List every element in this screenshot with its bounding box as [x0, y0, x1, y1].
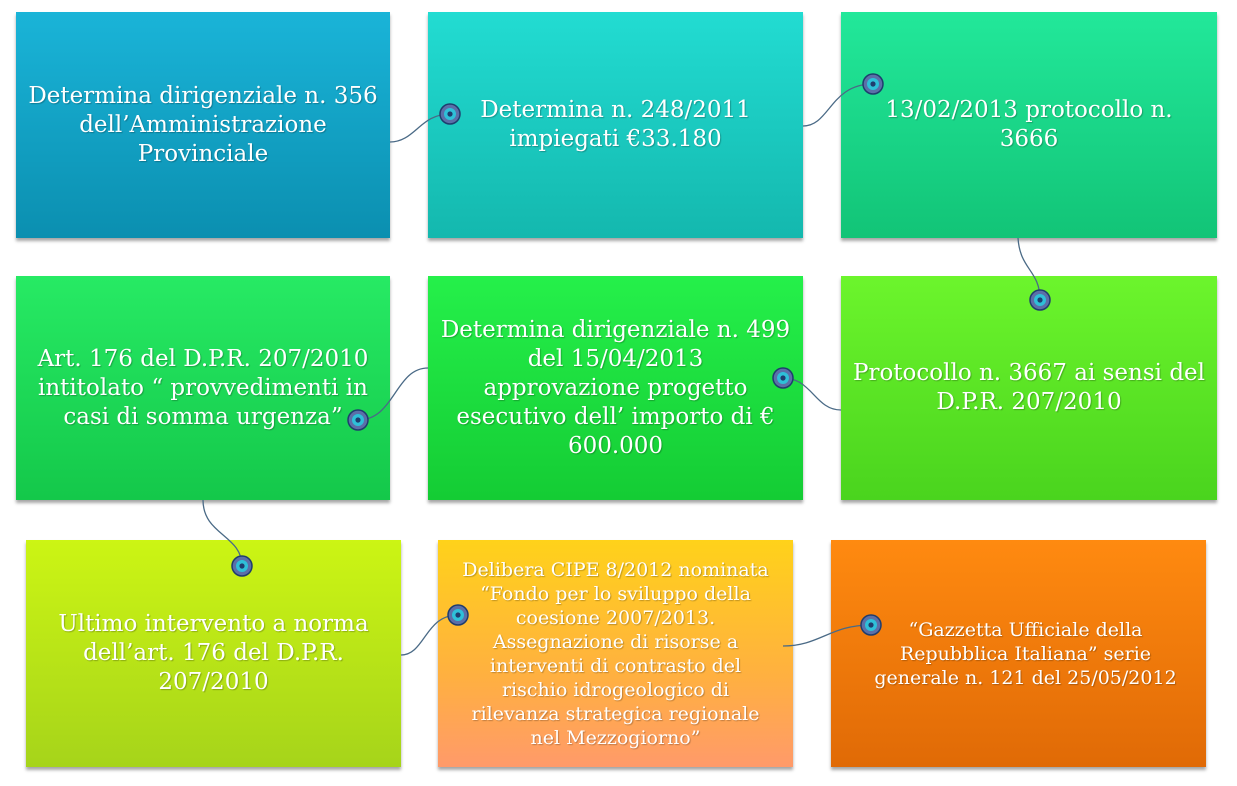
step-3-text: 13/02/2013 protocollo n. 3666 [885, 97, 1173, 152]
step-1-text: Determina dirigenziale n. 356 dell’Ammin… [28, 82, 378, 167]
step-9-text: “Gazzetta Ufficiale della Repubblica Ita… [874, 618, 1177, 689]
step-4-text: Protocollo n. 3667 ai sensi del D.P.R. 2… [852, 360, 1206, 415]
step-7-text: Ultimo intervento a norma dell’art. 176 … [58, 611, 369, 695]
step-7-box: Ultimo intervento a norma dell’art. 176 … [26, 540, 401, 767]
step-5-box: Determina dirigenziale n. 499 del 15/04/… [428, 276, 803, 500]
step-9-box: “Gazzetta Ufficiale della Repubblica Ita… [831, 540, 1206, 767]
step-6-text: Art. 176 del D.P.R. 207/2010 intitolato … [37, 345, 369, 430]
step-5-text: Determina dirigenziale n. 499 del 15/04/… [440, 316, 791, 459]
step-6-box: Art. 176 del D.P.R. 207/2010 intitolato … [16, 276, 390, 500]
step-3-box: 13/02/2013 protocollo n. 3666 [841, 12, 1217, 238]
step-4-box: Protocollo n. 3667 ai sensi del D.P.R. 2… [841, 276, 1217, 500]
step-8-text: Delibera CIPE 8/2012 nominata “Fondo per… [462, 558, 769, 749]
step-2-text: Determina n. 248/2011 impiegati €33.180 [480, 97, 751, 152]
step-8-box: Delibera CIPE 8/2012 nominata “Fondo per… [438, 540, 793, 767]
step-1-box: Determina dirigenziale n. 356 dell’Ammin… [16, 12, 390, 238]
step-2-box: Determina n. 248/2011 impiegati €33.180 [428, 12, 803, 238]
